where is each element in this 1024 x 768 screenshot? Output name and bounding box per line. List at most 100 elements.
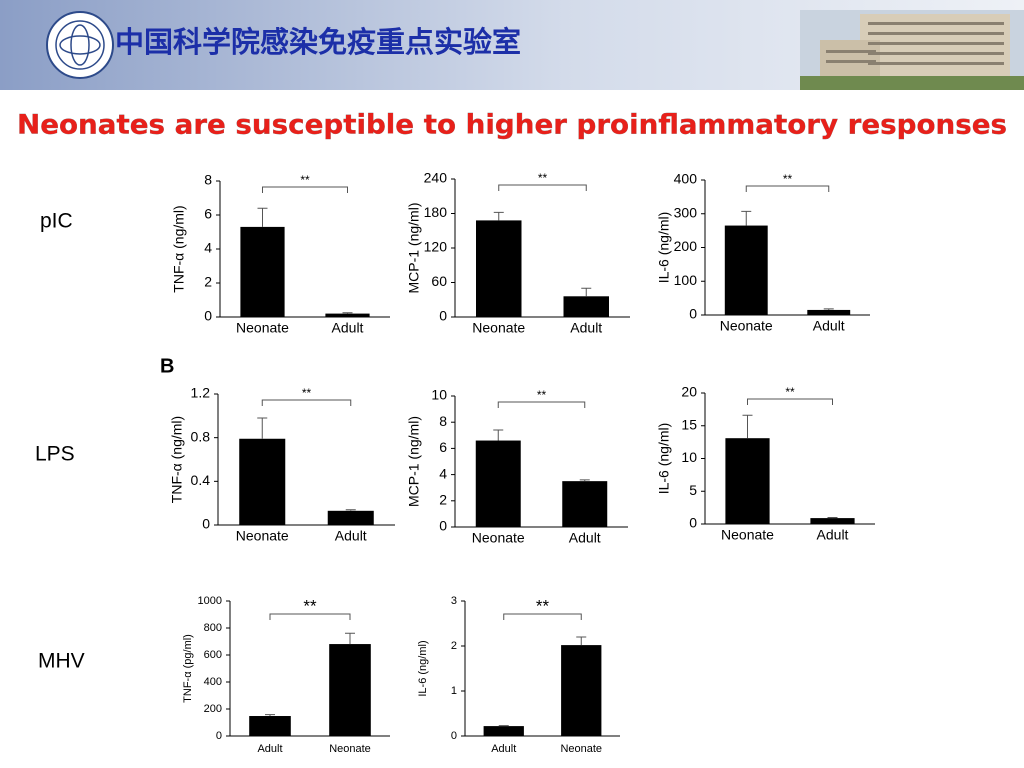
- y-tick-label: 2: [204, 274, 212, 290]
- x-tick-label: Adult: [813, 318, 845, 334]
- significance-bracket: [503, 613, 582, 620]
- y-tick-label: 300: [674, 204, 698, 220]
- x-tick-label: Neonate: [329, 743, 371, 755]
- y-axis-label: IL-6 (ng/ml): [656, 423, 672, 495]
- chart: 0 0.4 0.8 1.2 TNF-α (ng/ml) Neonate Adult **: [169, 385, 395, 544]
- y-tick-label: 2: [451, 640, 457, 652]
- y-tick-label: 100: [674, 272, 698, 288]
- bar: [724, 225, 768, 315]
- row-label: LPS: [35, 443, 75, 466]
- y-axis-label: IL-6 (ng/ml): [417, 640, 429, 696]
- error-bar: [576, 636, 587, 646]
- y-axis-label: MCP-1 (ng/ml): [406, 202, 422, 293]
- y-tick-label: 0: [689, 306, 697, 322]
- bar: [240, 226, 285, 317]
- error-bar: [581, 287, 592, 297]
- significance-label: **: [303, 596, 317, 615]
- y-axis-label: IL-6 (ng/ml): [656, 212, 672, 284]
- y-tick-label: 400: [674, 171, 698, 187]
- y-tick-label: 0: [439, 518, 447, 534]
- x-tick-label: Neonate: [560, 743, 602, 755]
- error-bar: [742, 414, 753, 439]
- y-tick-label: 8: [439, 413, 447, 429]
- x-tick-label: Adult: [569, 530, 601, 546]
- error-bar: [345, 509, 356, 511]
- y-tick-label: 1.2: [191, 385, 211, 401]
- error-bar: [265, 714, 275, 717]
- chart: 0 5 10 15 20 IL-6 (ng/ml) Neonate Adult **: [656, 384, 875, 543]
- x-tick-label: Neonate: [721, 527, 774, 543]
- error-bar: [579, 479, 590, 482]
- y-axis-label: MCP-1 (ng/ml): [406, 416, 422, 507]
- chart: 0 100 200 300 400 IL-6 (ng/ml) Neonate Adult **: [656, 171, 870, 334]
- y-tick-label: 20: [681, 384, 697, 400]
- bar: [239, 438, 286, 525]
- y-tick-label: 15: [681, 416, 697, 432]
- y-tick-label: 10: [681, 449, 697, 465]
- y-tick-label: 600: [204, 649, 222, 661]
- y-tick-label: 5: [689, 482, 697, 498]
- chart: 0 200 400 600 800 1000 TNF-α (pg/ml) Adult Neona…: [182, 595, 390, 755]
- error-bar: [823, 308, 834, 310]
- error-bar: [741, 210, 752, 226]
- y-tick-label: 10: [431, 387, 447, 403]
- significance-label: **: [536, 596, 550, 615]
- significance-label: **: [300, 173, 310, 187]
- bar: [475, 440, 521, 527]
- y-tick-label: 200: [204, 703, 222, 715]
- chart: 0 2 4 6 8 TNF-α (ng/ml) Neonate Adult **: [171, 172, 390, 336]
- significance-bracket: [747, 398, 833, 405]
- y-tick-label: 1: [451, 685, 457, 697]
- panel-label: B: [160, 355, 174, 377]
- error-bar: [345, 632, 355, 645]
- y-tick-label: 0: [451, 730, 457, 742]
- y-tick-label: 3: [451, 595, 457, 607]
- x-tick-label: Neonate: [236, 528, 289, 544]
- x-tick-label: Adult: [332, 320, 364, 336]
- y-axis-label: TNF-α (pg/ml): [182, 634, 194, 703]
- y-tick-label: 0: [689, 515, 697, 531]
- significance-bracket: [498, 184, 587, 191]
- bar: [476, 220, 522, 317]
- significance-label: **: [783, 172, 793, 186]
- x-tick-label: Adult: [570, 320, 602, 336]
- y-tick-label: 0: [216, 730, 222, 742]
- x-tick-label: Neonate: [472, 320, 525, 336]
- slide-title: Neonates are susceptible to higher proin…: [17, 110, 1007, 141]
- error-bar: [493, 429, 504, 441]
- error-bar: [827, 516, 838, 519]
- y-tick-label: 60: [431, 273, 447, 289]
- bar: [329, 644, 371, 736]
- y-tick-label: 0.4: [191, 472, 211, 488]
- significance-label: **: [785, 385, 795, 399]
- bar: [325, 313, 370, 317]
- x-tick-label: Adult: [335, 528, 367, 544]
- y-tick-label: 4: [439, 465, 447, 481]
- x-tick-label: Neonate: [720, 318, 773, 334]
- y-axis-label: TNF-α (ng/ml): [169, 416, 185, 503]
- row-label: MHV: [38, 650, 85, 673]
- bar: [807, 309, 851, 315]
- y-tick-label: 1000: [198, 595, 222, 607]
- logo: [46, 11, 114, 79]
- y-axis-label: TNF-α (ng/ml): [171, 205, 187, 292]
- y-tick-label: 8: [204, 172, 212, 188]
- significance-bracket: [269, 613, 351, 620]
- y-tick-label: 2: [439, 492, 447, 508]
- error-bar: [257, 417, 268, 439]
- y-tick-label: 200: [674, 238, 698, 254]
- significance-bracket: [497, 401, 586, 408]
- bar: [563, 296, 609, 317]
- bar: [327, 510, 374, 525]
- x-tick-label: Adult: [491, 743, 516, 755]
- chart: 0 2 4 6 8 10 MCP-1 (ng/ml) Neonate Adult **: [406, 387, 628, 546]
- x-tick-label: Adult: [257, 743, 282, 755]
- x-tick-label: Adult: [817, 527, 849, 543]
- y-tick-label: 4: [204, 240, 212, 256]
- bar: [249, 716, 291, 736]
- building-photo: [800, 10, 1024, 90]
- bar: [561, 645, 602, 736]
- significance-bracket: [261, 399, 352, 406]
